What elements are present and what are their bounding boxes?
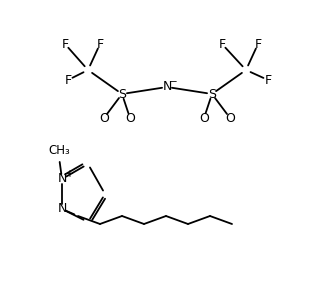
Text: F: F bbox=[61, 37, 69, 51]
Text: F: F bbox=[218, 37, 225, 51]
Text: O: O bbox=[99, 112, 109, 124]
Text: F: F bbox=[96, 37, 104, 51]
Text: O: O bbox=[225, 112, 235, 124]
Text: S: S bbox=[208, 88, 216, 100]
Text: N: N bbox=[57, 202, 67, 215]
Text: +: + bbox=[65, 169, 73, 179]
Text: S: S bbox=[118, 88, 126, 100]
Text: −: − bbox=[169, 77, 177, 87]
Text: N: N bbox=[162, 81, 172, 93]
Text: F: F bbox=[64, 74, 72, 86]
Text: N: N bbox=[57, 173, 67, 185]
Text: O: O bbox=[199, 112, 209, 124]
Text: F: F bbox=[264, 74, 272, 86]
Text: CH₃: CH₃ bbox=[48, 143, 70, 157]
Text: F: F bbox=[255, 37, 262, 51]
Text: O: O bbox=[125, 112, 135, 124]
